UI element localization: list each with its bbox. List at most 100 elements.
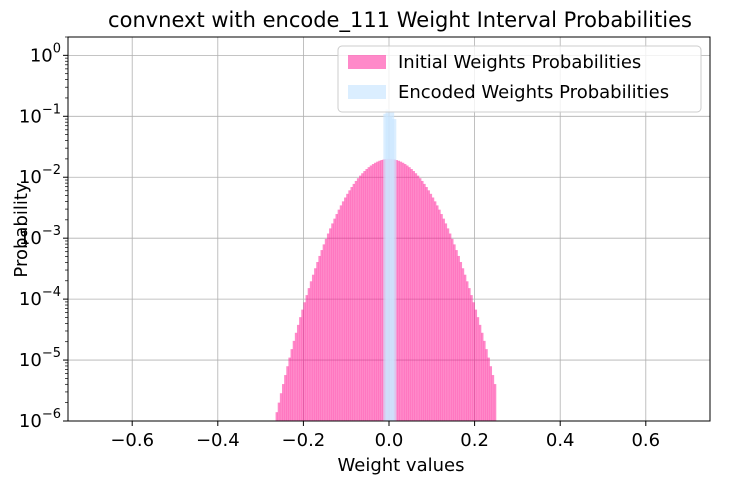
histogram-bar-initial [427, 190, 430, 421]
histogram-bar-initial [354, 180, 358, 421]
histogram-bar-initial [333, 218, 336, 421]
histogram-bar-initial [429, 193, 433, 421]
chart-title: convnext with encode_111 Weight Interval… [108, 8, 692, 33]
histogram-bar-initial [448, 233, 452, 421]
histogram-bar-initial [275, 412, 279, 421]
histogram-bar-initial [485, 349, 488, 421]
histogram-bar-initial [331, 223, 334, 421]
histogram-bar-initial [408, 167, 411, 421]
y-tick-label: 10−6 [19, 407, 61, 432]
histogram-bar-initial [380, 160, 383, 421]
histogram-bar-initial [472, 302, 475, 421]
histogram-bar-initial [493, 384, 497, 421]
y-tick-label: 10−4 [19, 285, 61, 310]
y-tick-label: 100 [30, 41, 61, 66]
histogram-bar-initial [403, 164, 407, 421]
histogram-bar-initial [468, 288, 471, 421]
histogram-bar-initial [461, 268, 465, 421]
histogram-bar-initial [395, 160, 398, 421]
histogram-bar-initial [438, 209, 441, 421]
histogram-bar-initial [288, 357, 291, 421]
histogram-bar-initial [318, 255, 321, 421]
histogram-bar-initial [425, 187, 428, 421]
histogram-bar-initial [294, 332, 298, 421]
histogram-bar-initial [284, 375, 287, 421]
histogram-bar-initial [463, 274, 467, 421]
histogram-bar-initial [337, 209, 341, 421]
x-tick-label: 0.6 [631, 430, 660, 451]
legend-label: Initial Weights Probabilities [398, 52, 641, 73]
histogram-bar-initial [307, 288, 311, 421]
histogram-bar-initial [376, 161, 379, 421]
x-tick-label: −0.6 [110, 430, 154, 451]
histogram-bar-initial [344, 197, 347, 421]
histogram-bar-initial [436, 205, 439, 421]
histogram-bar-initial [367, 167, 371, 421]
histogram-bar-initial [423, 183, 426, 421]
histogram-bar-initial [329, 228, 332, 421]
histogram-bar-initial [401, 162, 405, 421]
y-tick-label: 10−3 [19, 224, 61, 249]
histogram-bar-initial [322, 244, 326, 421]
histogram-bar-initial [455, 250, 458, 421]
histogram-bar-initial [421, 180, 424, 421]
histogram-bar-initial [292, 340, 296, 421]
y-tick-label: 10−1 [19, 102, 61, 127]
histogram-bar-initial [369, 165, 373, 421]
histogram-bar-initial [378, 160, 381, 421]
x-tick-label: −0.4 [196, 430, 240, 451]
histogram-bar-initial [416, 175, 420, 421]
legend-swatch [348, 85, 386, 99]
histogram-bar-initial [418, 178, 422, 421]
histogram-bar-initial [444, 223, 448, 421]
histogram-bar-initial [363, 171, 366, 421]
histogram-bar-initial [474, 309, 478, 421]
legend-box [337, 45, 702, 113]
histogram-bar-initial [316, 262, 319, 421]
x-tick-label: −0.2 [282, 430, 326, 451]
histogram-bar-initial [303, 302, 306, 421]
histogram-bar-initial [361, 173, 364, 421]
histogram-bar-initial [431, 197, 435, 421]
histogram-bar-initial [476, 317, 480, 421]
histogram-bar-initial [440, 214, 443, 421]
legend-swatch [348, 55, 386, 69]
histogram-bar-initial [466, 281, 469, 421]
y-axis-label: Probability [11, 182, 32, 277]
histogram-bar-initial [365, 169, 368, 421]
histogram-bar-initial [406, 165, 409, 421]
x-axis-label: Weight values [338, 455, 465, 476]
histogram-bar-initial [286, 366, 289, 421]
histogram-bar-initial [410, 169, 413, 421]
histogram-bar-initial [459, 262, 463, 421]
histogram-bar-initial [350, 187, 353, 421]
histogram-bar-initial [326, 233, 330, 421]
histogram-bar-initial [414, 173, 418, 421]
histogram-bar-initial [483, 340, 486, 421]
histogram-bar-initial [279, 393, 283, 421]
histogram-bar-initial [320, 250, 323, 421]
histogram-bar-initial [457, 255, 460, 421]
histogram-bar-initial [481, 332, 484, 421]
histogram-bar-initial [397, 160, 400, 421]
histogram-bar-encoded [391, 119, 397, 422]
histogram-bar-initial [335, 214, 338, 421]
histogram-bar-initial [299, 317, 302, 421]
histogram-bar-initial [487, 357, 490, 421]
histogram-bar-initial [341, 201, 345, 421]
histogram-bar-initial [399, 161, 403, 421]
histogram-bar-initial [356, 178, 360, 421]
histogram-bar-initial [324, 238, 328, 421]
histogram-bar-initial [352, 183, 356, 421]
histogram-bar-initial [309, 281, 313, 421]
histogram-bar-initial [359, 175, 362, 421]
histogram-bar-initial [282, 384, 285, 421]
histogram-bar-initial [296, 324, 300, 421]
histogram-bar-initial [453, 244, 456, 421]
x-tick-label: 0.4 [546, 430, 575, 451]
histogram-bar-initial [446, 228, 450, 421]
histogram-bar-initial [412, 171, 415, 421]
histogram-bar-initial [305, 295, 308, 421]
histogram-bar-initial [277, 402, 281, 421]
histogram-bar-initial [478, 324, 482, 421]
